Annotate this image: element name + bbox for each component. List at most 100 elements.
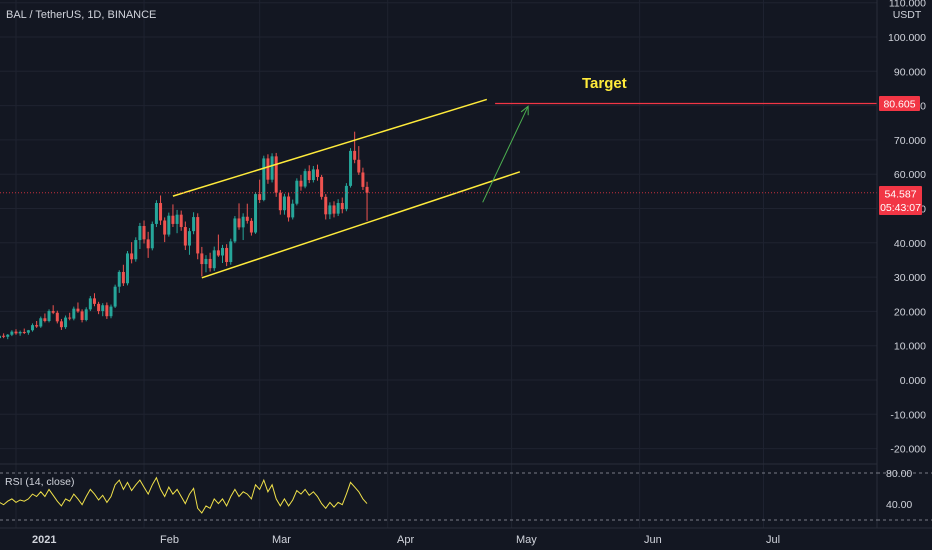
candle[interactable] (245, 203, 249, 224)
candle[interactable] (328, 202, 332, 220)
candle[interactable] (134, 237, 138, 262)
candle[interactable] (332, 201, 336, 218)
candle[interactable] (225, 244, 229, 267)
candle-body (105, 305, 109, 317)
candles-layer[interactable] (0, 131, 369, 343)
candle[interactable] (336, 199, 340, 217)
candle[interactable] (175, 209, 179, 234)
candle[interactable] (51, 305, 55, 315)
candle[interactable] (171, 204, 175, 228)
candle[interactable] (105, 302, 109, 319)
candle[interactable] (237, 203, 241, 230)
candle[interactable] (200, 246, 204, 277)
candle[interactable] (113, 284, 117, 308)
drawings-layer[interactable] (0, 98, 877, 279)
candle[interactable] (142, 220, 146, 244)
candle[interactable] (26, 329, 30, 335)
candle[interactable] (365, 181, 369, 221)
candle[interactable] (361, 167, 365, 190)
candle[interactable] (266, 154, 270, 184)
candle[interactable] (59, 318, 63, 330)
candle[interactable] (221, 244, 224, 264)
candle[interactable] (76, 302, 80, 313)
candle[interactable] (258, 179, 262, 204)
candle[interactable] (2, 333, 6, 339)
candle[interactable] (68, 312, 72, 321)
candle[interactable] (64, 315, 68, 329)
time-axis[interactable]: 2021 Feb Mar Apr May Jun Jul (0, 527, 932, 546)
candle[interactable] (101, 303, 105, 317)
candle[interactable] (35, 321, 39, 328)
candle[interactable] (311, 165, 315, 183)
candle[interactable] (270, 153, 274, 183)
candle[interactable] (55, 310, 59, 324)
candle[interactable] (187, 228, 191, 255)
candle[interactable] (47, 309, 51, 323)
candle[interactable] (320, 174, 324, 200)
candle[interactable] (109, 304, 113, 319)
candle[interactable] (159, 195, 163, 225)
candle[interactable] (163, 217, 167, 243)
candle[interactable] (357, 146, 361, 175)
candle[interactable] (84, 307, 88, 322)
candle[interactable] (6, 334, 10, 340)
candle[interactable] (146, 231, 150, 258)
price-axis[interactable]: 110.000100.00090.00080.00070.00060.00050… (876, 0, 926, 528)
candle[interactable] (179, 210, 183, 231)
candle[interactable] (204, 255, 208, 273)
candle[interactable] (183, 221, 187, 251)
candle[interactable] (92, 293, 96, 307)
candle[interactable] (43, 313, 47, 323)
candle[interactable] (117, 270, 121, 293)
candle[interactable] (307, 165, 311, 184)
candle[interactable] (241, 213, 245, 241)
candle[interactable] (138, 222, 142, 249)
candle[interactable] (233, 216, 237, 244)
grid (0, 0, 877, 528)
candle[interactable] (72, 306, 76, 321)
candle[interactable] (295, 178, 299, 206)
candle[interactable] (278, 189, 282, 215)
candle[interactable] (353, 131, 357, 164)
candle[interactable] (315, 164, 319, 181)
candle[interactable] (130, 242, 134, 264)
candle[interactable] (212, 246, 216, 271)
candle[interactable] (154, 200, 158, 228)
candle[interactable] (303, 168, 307, 189)
candle[interactable] (287, 192, 291, 222)
candle[interactable] (88, 295, 92, 312)
candle[interactable] (18, 330, 22, 336)
candle[interactable] (291, 199, 295, 220)
candle[interactable] (80, 309, 84, 323)
candle[interactable] (254, 192, 258, 234)
candle[interactable] (39, 316, 43, 328)
candle[interactable] (167, 212, 171, 237)
candle[interactable] (324, 194, 328, 220)
rsi-pane[interactable]: RSI (14, close) 80.00 40.00 (0, 463, 932, 521)
candle[interactable] (274, 152, 278, 197)
candle[interactable] (126, 251, 130, 286)
candle[interactable] (344, 183, 348, 212)
candle[interactable] (121, 264, 125, 287)
target-label[interactable]: Target (582, 75, 627, 92)
candle[interactable] (262, 155, 266, 202)
candle[interactable] (22, 328, 26, 335)
candle[interactable] (340, 197, 344, 214)
candle[interactable] (10, 330, 14, 337)
candle[interactable] (97, 301, 101, 315)
candle[interactable] (229, 238, 233, 265)
candle[interactable] (31, 323, 35, 332)
candle-body (183, 227, 187, 246)
candle[interactable] (349, 148, 353, 188)
candle[interactable] (208, 252, 212, 272)
candle[interactable] (150, 221, 154, 251)
candle[interactable] (14, 329, 18, 335)
candle[interactable] (299, 174, 303, 191)
candle[interactable] (216, 234, 220, 257)
candle[interactable] (0, 335, 1, 340)
candle[interactable] (249, 218, 253, 236)
candle[interactable] (196, 213, 200, 260)
candle[interactable] (192, 212, 196, 235)
candle[interactable] (282, 193, 286, 215)
